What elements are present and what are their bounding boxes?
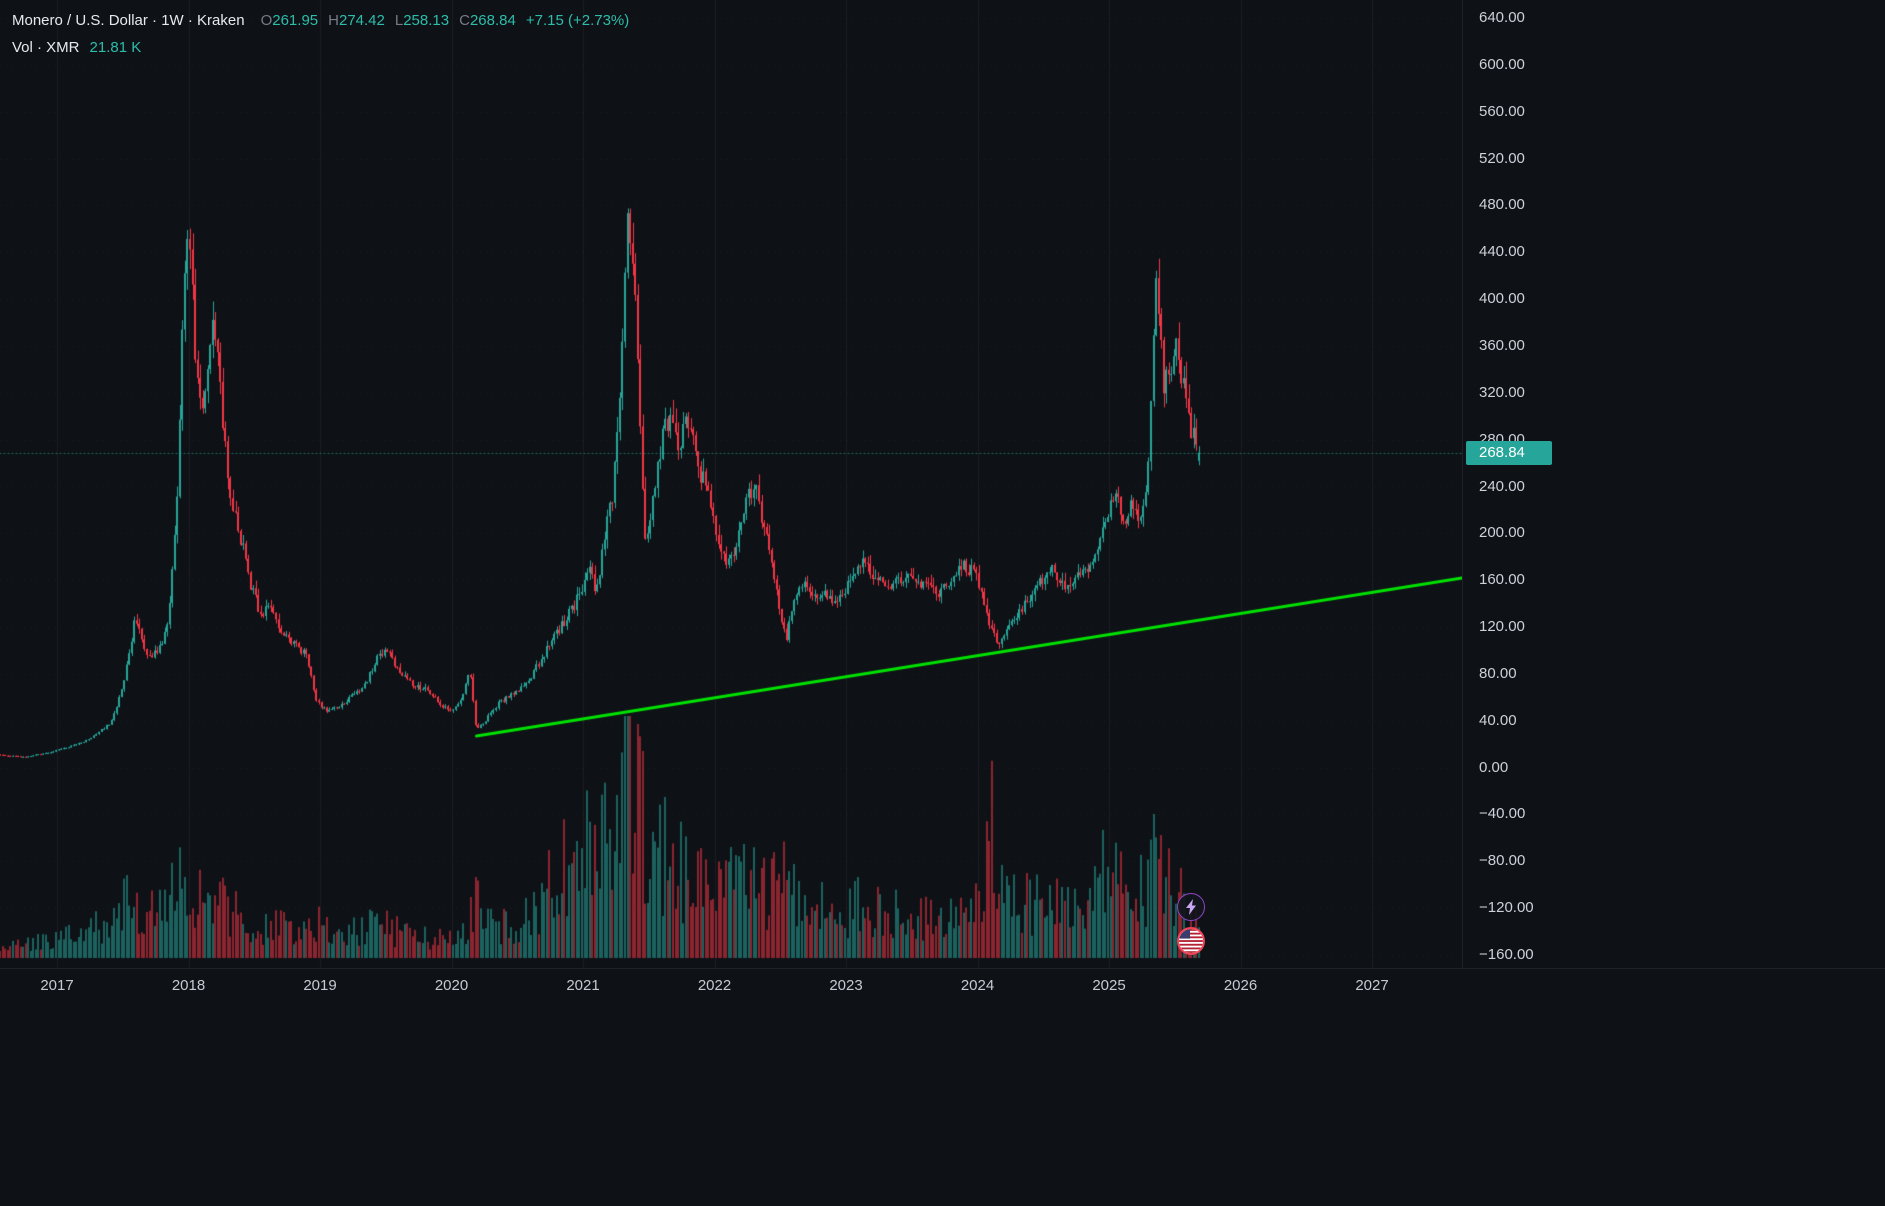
low-value: 258.13: [403, 12, 450, 29]
high-pair: H 274.42: [328, 10, 385, 32]
price-axis-label: 480.00: [1479, 196, 1525, 214]
close-label: C: [459, 12, 470, 29]
price-axis-label: 40.00: [1479, 711, 1517, 729]
last-price-chip-value: 268.84: [1479, 443, 1525, 461]
price-axis-label: −40.00: [1479, 805, 1526, 823]
price-axis-label: −120.00: [1479, 899, 1534, 917]
last-price-chip: 268.84: [1466, 440, 1552, 465]
symbol-title[interactable]: Monero / U.S. Dollar · 1W · Kraken: [12, 12, 245, 29]
time-axis-label: 2024: [960, 977, 995, 994]
price-axis-label: 0.00: [1479, 758, 1509, 776]
time-axis-label: 2025: [1092, 977, 1126, 994]
time-axis-label: 2023: [829, 977, 863, 994]
price-axis-label: 600.00: [1479, 55, 1525, 73]
price-axis-label: 560.00: [1479, 102, 1525, 120]
high-label: H: [328, 12, 339, 29]
price-axis-label: 200.00: [1479, 524, 1525, 542]
time-axis-label: 2018: [171, 977, 206, 994]
volume-row: Vol · XMR 21.81 K: [12, 37, 629, 59]
price-axis-label: 440.00: [1479, 243, 1525, 261]
time-axis-label: 2027: [1355, 977, 1389, 994]
price-axis-label: 80.00: [1479, 664, 1517, 682]
low-label: L: [394, 12, 404, 29]
time-axis-label: 2019: [303, 977, 337, 994]
candlestick-chart-canvas[interactable]: [0, 0, 1462, 968]
lightning-button[interactable]: [1177, 893, 1205, 921]
volume-value: 21.81 K: [89, 39, 142, 56]
price-axis-label: 400.00: [1479, 290, 1525, 308]
time-axis-label: 2026: [1223, 977, 1258, 994]
open-pair: O 261.95: [261, 10, 319, 32]
lightning-icon: [1184, 899, 1198, 915]
price-axis[interactable]: 268.84 640.00 600.00 560.00 520.00 480.00 440…: [1462, 0, 1885, 968]
low-pair: L 258.13: [395, 10, 449, 32]
price-axis-label: −160.00: [1479, 946, 1534, 963]
time-axis-label: 2020: [434, 977, 469, 994]
time-axis-label: 2021: [566, 977, 600, 994]
price-axis-label: −80.00: [1479, 852, 1526, 870]
chart-plot-area: Monero / U.S. Dollar · 1W · Kraken O 261.…: [0, 0, 1462, 968]
open-label: O: [260, 12, 273, 29]
us-flag-icon: [1179, 929, 1203, 953]
price-axis-label: 120.00: [1479, 618, 1525, 636]
high-value: 274.42: [338, 12, 385, 29]
price-axis-label: 360.00: [1479, 336, 1525, 354]
time-axis[interactable]: 2017 2018 2019 2020 2021 2022 2023 2024 2025 2026…: [0, 968, 1885, 1004]
price-axis-label: 160.00: [1479, 571, 1525, 589]
price-axis-label: 520.00: [1479, 149, 1525, 167]
volume-label: Vol · XMR: [12, 39, 80, 56]
close-value: 268.84: [469, 12, 516, 29]
us-flag-events-button[interactable]: [1177, 927, 1205, 955]
open-value: 261.95: [272, 12, 319, 29]
close-pair: C 268.84: [459, 10, 516, 32]
price-axis-label: 320.00: [1479, 383, 1525, 401]
chart-legend: Monero / U.S. Dollar · 1W · Kraken O 261.…: [12, 10, 629, 59]
price-axis-label: 640.00: [1479, 9, 1525, 26]
price-axis-label: 240.00: [1479, 477, 1525, 495]
time-axis-label: 2022: [697, 977, 732, 994]
change-value: +7.15 (+2.73%): [525, 12, 630, 29]
symbol-ohlc-row: Monero / U.S. Dollar · 1W · Kraken O 261.…: [12, 10, 629, 32]
time-axis-label: 2017: [40, 977, 74, 994]
